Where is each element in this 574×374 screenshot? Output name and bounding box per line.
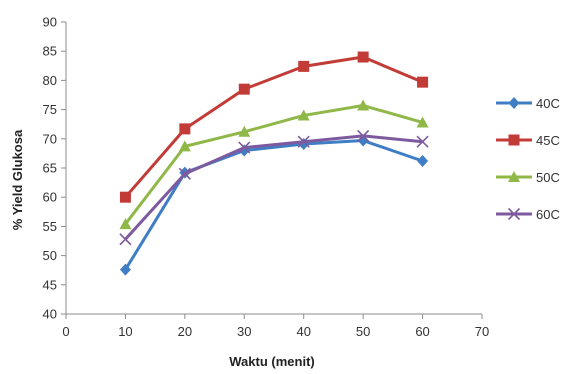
legend-marker (507, 207, 521, 221)
x-tick-label: 60 (415, 324, 429, 339)
legend-label: 50C (536, 170, 560, 185)
legend-item-45c: 45C (496, 133, 560, 148)
data-point-60c (119, 233, 132, 246)
data-point-60c (238, 141, 251, 154)
x-marker-stroke (507, 207, 521, 221)
data-point-45c (298, 60, 310, 72)
y-tick-label: 40 (43, 307, 57, 322)
data-point-40c (417, 154, 429, 167)
y-tick-label: 55 (43, 219, 57, 234)
data-point-50c (119, 218, 132, 230)
series-50c (119, 99, 429, 230)
legend-item-60c: 60C (496, 207, 560, 222)
data-point-50c (416, 116, 429, 128)
series-line-60c (124, 134, 423, 241)
x-marker-stroke (416, 135, 429, 148)
y-tick-label: 80 (43, 73, 57, 88)
y-tick-label: 60 (43, 190, 57, 205)
legend: 40C 45C 50C 60C (496, 96, 560, 222)
y-tick-label: 85 (43, 44, 57, 59)
x-marker-stroke (238, 141, 251, 154)
x-marker-stroke (119, 233, 132, 246)
data-point-45c (238, 83, 250, 95)
series-45c (119, 51, 429, 203)
x-tick-label: 30 (237, 324, 251, 339)
x-marker-stroke (178, 167, 191, 180)
x-tick-label: 40 (296, 324, 310, 339)
series-line-50c (124, 104, 423, 225)
y-axis-title: % Yield Glukosa (10, 129, 25, 230)
legend-label: 40C (536, 96, 560, 111)
legend-label: 45C (536, 133, 560, 148)
data-point-45c (179, 123, 191, 135)
legend-item-40c: 40C (496, 96, 560, 111)
data-point-45c (357, 51, 369, 63)
data-point-50c (238, 125, 251, 137)
x-axis-title: Waktu (menit) (229, 354, 314, 369)
y-tick-label: 50 (43, 248, 57, 263)
x-tick-label: 50 (356, 324, 370, 339)
x-tick-label: 70 (475, 324, 489, 339)
series-line-45c (124, 55, 424, 199)
y-tick-label: 70 (43, 131, 57, 146)
series-60c (119, 129, 429, 246)
data-point-45c (417, 76, 429, 88)
x-marker-stroke (357, 129, 370, 142)
data-point-45c (119, 191, 131, 203)
legend-marker (508, 134, 520, 146)
legend-marker (508, 171, 520, 182)
legend-marker (508, 97, 520, 109)
axes: 40 45 50 55 60 65 70 75 80 85 90 0 10 20 30 40 50 60 70 (43, 15, 490, 340)
x-tick-label: 0 (62, 324, 69, 339)
x-marker-stroke (297, 135, 310, 148)
series-line-40c (124, 139, 424, 271)
series-layer (119, 51, 429, 276)
y-tick-label: 90 (43, 15, 57, 30)
x-tick-label: 10 (118, 324, 132, 339)
y-tick-label: 75 (43, 102, 57, 117)
x-tick-label: 20 (178, 324, 192, 339)
y-tick-label: 65 (43, 161, 57, 176)
data-point-50c (297, 109, 310, 121)
y-tick-label: 45 (43, 277, 57, 292)
data-point-40c (119, 263, 131, 276)
data-point-60c (297, 135, 310, 148)
data-point-50c (178, 140, 191, 152)
data-point-50c (357, 99, 370, 111)
data-point-60c (416, 135, 429, 148)
data-point-60c (178, 167, 191, 180)
legend-item-50c: 50C (496, 170, 560, 185)
data-point-60c (357, 129, 370, 142)
legend-label: 60C (536, 207, 560, 222)
series-40c (119, 134, 429, 276)
